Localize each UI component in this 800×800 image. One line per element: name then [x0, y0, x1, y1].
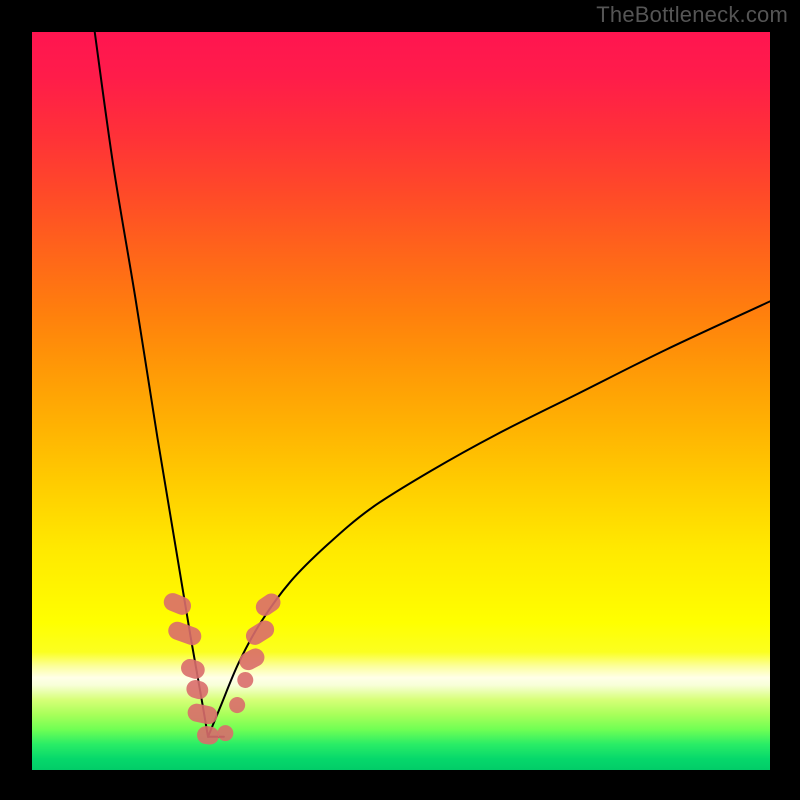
watermark-text: TheBottleneck.com: [596, 2, 788, 28]
curve-marker: [179, 657, 207, 682]
chart-svg-layer: [0, 0, 800, 800]
curve-marker: [236, 645, 267, 673]
curve-right: [208, 301, 770, 736]
frame: TheBottleneck.com: [0, 0, 800, 800]
curve-marker: [161, 590, 194, 617]
curve-marker: [217, 725, 233, 741]
curve-marker: [196, 725, 220, 745]
curve-marker: [234, 669, 256, 691]
curve-marker: [184, 678, 210, 701]
curve-marker: [226, 694, 247, 715]
curve-marker: [166, 619, 204, 648]
